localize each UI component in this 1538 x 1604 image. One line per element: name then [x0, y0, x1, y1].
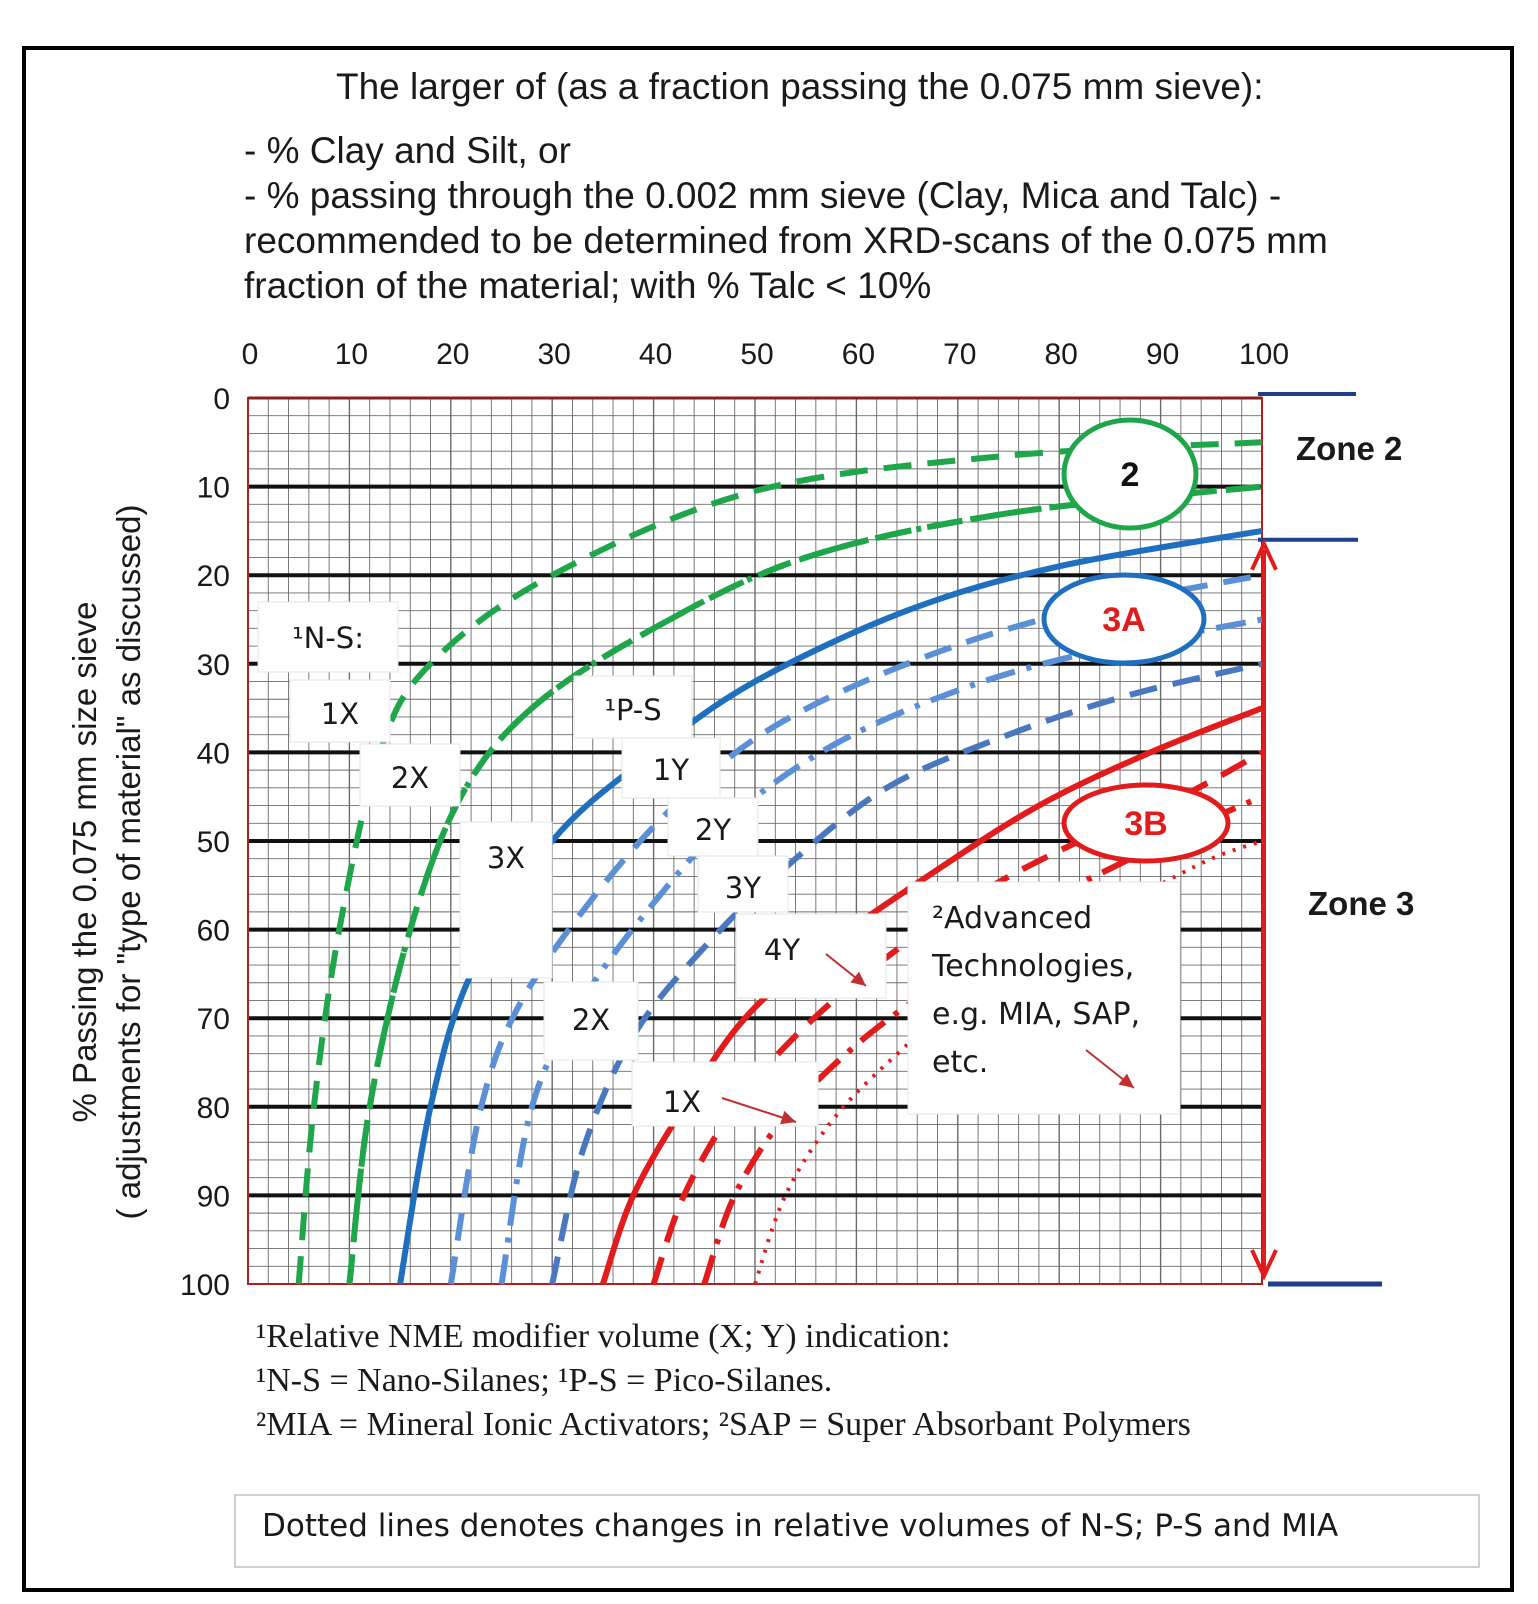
ps-label-box	[573, 675, 693, 739]
x-tick-label: 60	[842, 338, 875, 371]
box-label-text: 2X	[391, 761, 429, 795]
footnote-line: ²MIA = Mineral Ionic Activators; ²SAP = …	[256, 1406, 1191, 1443]
pointer-arrow-head	[780, 1110, 796, 1125]
series-line-2	[295, 439, 1263, 1285]
footnote-line: ¹N-S = Nano-Silanes; ¹P-S = Pico-Silanes…	[256, 1362, 833, 1399]
x-tick-label: 30	[538, 338, 571, 371]
note-box	[234, 1494, 1480, 1568]
zone-ellipse-label: 2	[1121, 456, 1140, 494]
y-tick-label: 10	[197, 472, 230, 505]
arrow-head-up	[1250, 538, 1278, 571]
box-label-text: 1X	[321, 697, 359, 731]
y-tick-label: 60	[197, 915, 230, 948]
box-label-text: 2Y	[695, 813, 731, 847]
box-label-text: ¹N-S:	[292, 621, 364, 655]
y-tick-label: 30	[197, 649, 230, 682]
box-label-text: 1Y	[653, 753, 689, 787]
x-level-box	[359, 743, 461, 807]
advanced-technologies-text: e.g. MIA, SAP,	[932, 997, 1140, 1032]
header-line: recommended to be determined from XRD-sc…	[244, 220, 1328, 261]
x-tick-label: 50	[740, 338, 773, 371]
series-line-2	[346, 483, 1263, 1285]
x-tick-label: 0	[242, 338, 259, 371]
y-tick-label: 70	[197, 1003, 230, 1036]
zone-ellipse-3a	[1041, 572, 1207, 666]
zone-ellipse-2	[1061, 417, 1199, 531]
box-label-text: 1X	[663, 1085, 701, 1119]
box-label-text: ¹P-S	[604, 693, 661, 727]
x-level-box	[289, 679, 391, 743]
advanced-technologies-text: etc.	[932, 1045, 988, 1080]
x-tick-label: 80	[1045, 338, 1078, 371]
x-level-box	[459, 821, 553, 979]
x-tick-label: 90	[1146, 338, 1179, 371]
header-line: - % passing through the 0.002 mm sieve (…	[244, 175, 1282, 216]
y-tick-label: 100	[180, 1269, 230, 1302]
box-label-text: 3X	[487, 841, 525, 875]
y-tick-label: 90	[197, 1180, 230, 1213]
header-title: The larger of (as a fraction passing the…	[336, 66, 1264, 107]
advanced-technologies-text: Technologies,	[931, 949, 1134, 984]
y-axis-label: % Passing the 0.075 mm size sieve	[66, 602, 103, 1123]
header-line: - % Clay and Silt, or	[244, 130, 571, 171]
y-axis-label-secondary: ( adjustments for "type of material" as …	[110, 505, 147, 1220]
y-tick-label: 0	[213, 383, 230, 416]
header-description: - % Clay and Silt, or - % passing throug…	[244, 128, 1328, 308]
y-tick-label: 50	[197, 826, 230, 859]
ns-label-box	[257, 601, 399, 673]
x-tick-label: 100	[1239, 338, 1289, 371]
x-tick-label: 10	[335, 338, 368, 371]
box-label-text: 2X	[572, 1003, 610, 1037]
pointer-arrow-head	[1118, 1073, 1134, 1088]
arrow-head-down	[1250, 1249, 1278, 1281]
note-text: Dotted lines denotes changes in relative…	[262, 1508, 1339, 1544]
y-level-box	[621, 737, 721, 799]
x-tick-label: 20	[436, 338, 469, 371]
pointer-arrow-head	[850, 971, 866, 986]
zone-2-label: Zone 2	[1296, 430, 1402, 467]
x-tick-label: 70	[943, 338, 976, 371]
box-label-text: 3Y	[725, 871, 761, 905]
footnote-line: ¹Relative NME modifier volume (X; Y) ind…	[256, 1318, 951, 1355]
box-label-text: 4Y	[764, 933, 800, 967]
zone-3-label: Zone 3	[1308, 885, 1414, 922]
advanced-technologies-box	[907, 881, 1181, 1115]
zone-ellipse-3b	[1061, 782, 1231, 864]
x-level-box	[543, 981, 639, 1061]
y-tick-label: 20	[197, 560, 230, 593]
x-tick-label: 40	[639, 338, 672, 371]
advanced-technologies-text: ²Advanced	[932, 901, 1092, 936]
y-tick-label: 80	[197, 1092, 230, 1125]
y-tick-label: 40	[197, 737, 230, 770]
y-level-box	[697, 855, 789, 913]
zone-ellipse-label: 3B	[1124, 805, 1167, 843]
zone-ellipse-label: 3A	[1102, 601, 1145, 639]
header-line: fraction of the material; with % Talc < …	[244, 265, 932, 306]
